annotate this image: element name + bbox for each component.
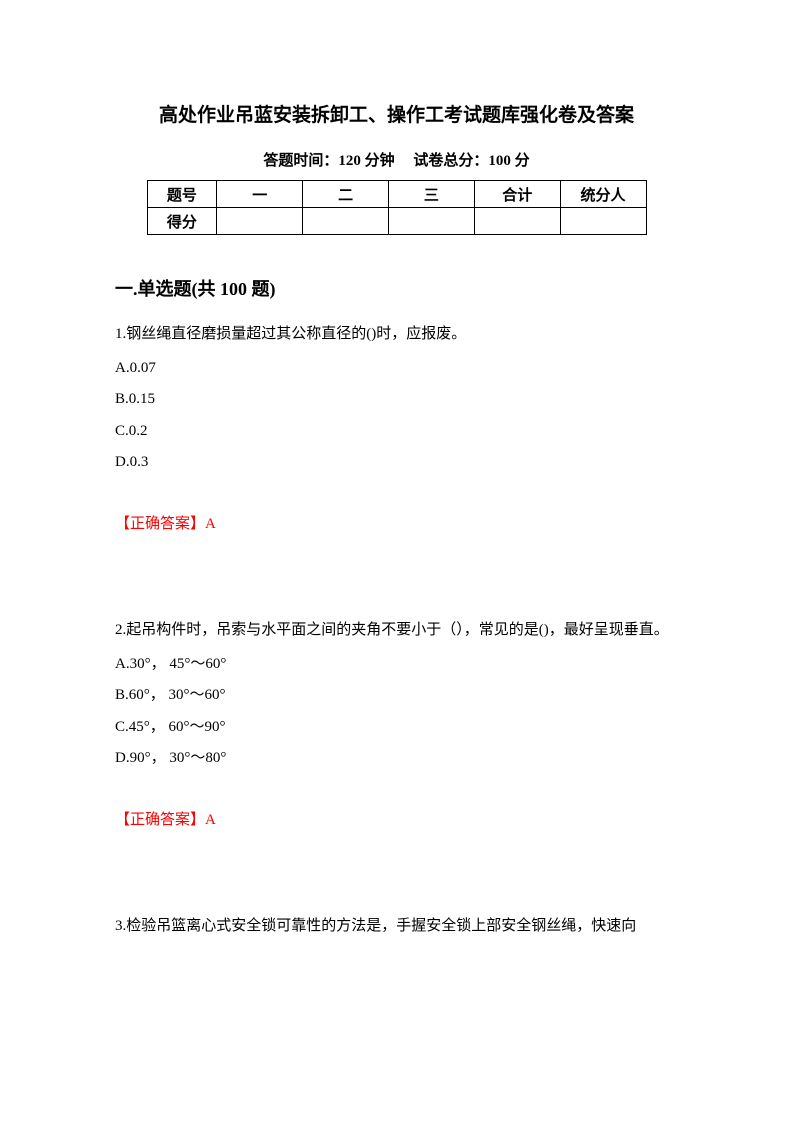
exam-title: 高处作业吊蓝安装拆卸工、操作工考试题库强化卷及答案 [115,100,678,127]
score-cell-2 [303,208,389,235]
option-a: A.0.07 [115,353,678,385]
option-d: D.0.3 [115,447,678,479]
answer-block: 【正确答案】A [115,805,678,837]
question-text: 1.钢丝绳直径磨损量超过其公称直径的()时，应报废。 [115,319,678,351]
score-cell-5 [560,208,646,235]
score-cell-4 [474,208,560,235]
question-3: 3.检验吊篮离心式安全锁可靠性的方法是，手握安全锁上部安全钢丝绳，快速向 [115,911,678,943]
answer-block: 【正确答案】A [115,509,678,541]
score-cell-1 [217,208,303,235]
table-row: 题号 一 二 三 合计 统分人 [147,181,646,208]
option-b: B.0.15 [115,384,678,416]
answer-label: 【正确答案】 [115,812,205,828]
question-1: 1.钢丝绳直径磨损量超过其公称直径的()时，应报废。 A.0.07 B.0.15… [115,319,678,540]
answer-label: 【正确答案】 [115,516,205,532]
option-b: B.60°， 30°～60° [115,680,678,712]
table-row: 得分 [147,208,646,235]
question-2: 2.起吊构件时，吊索与水平面之间的夹角不要小于（），常见的是()，最好呈现垂直。… [115,615,678,836]
header-section-2: 二 [303,181,389,208]
exam-subtitle: 答题时间：120 分钟 试卷总分：100 分 [115,149,678,170]
question-text: 2.起吊构件时，吊索与水平面之间的夹角不要小于（），常见的是()，最好呈现垂直。 [115,615,678,647]
answer-value: A [205,812,216,828]
score-label: 得分 [147,208,217,235]
header-scorer: 统分人 [560,181,646,208]
question-text: 3.检验吊篮离心式安全锁可靠性的方法是，手握安全锁上部安全钢丝绳，快速向 [115,911,678,943]
answer-value: A [205,516,216,532]
header-total: 合计 [474,181,560,208]
option-a: A.30°， 45°～60° [115,649,678,681]
score-cell-3 [389,208,475,235]
option-c: C.0.2 [115,416,678,448]
header-section-1: 一 [217,181,303,208]
header-section-3: 三 [389,181,475,208]
header-label: 题号 [147,181,217,208]
score-table: 题号 一 二 三 合计 统分人 得分 [147,180,647,235]
option-d: D.90°， 30°～80° [115,743,678,775]
option-c: C.45°， 60°～90° [115,712,678,744]
section-heading: 一.单选题(共 100 题) [115,275,678,301]
